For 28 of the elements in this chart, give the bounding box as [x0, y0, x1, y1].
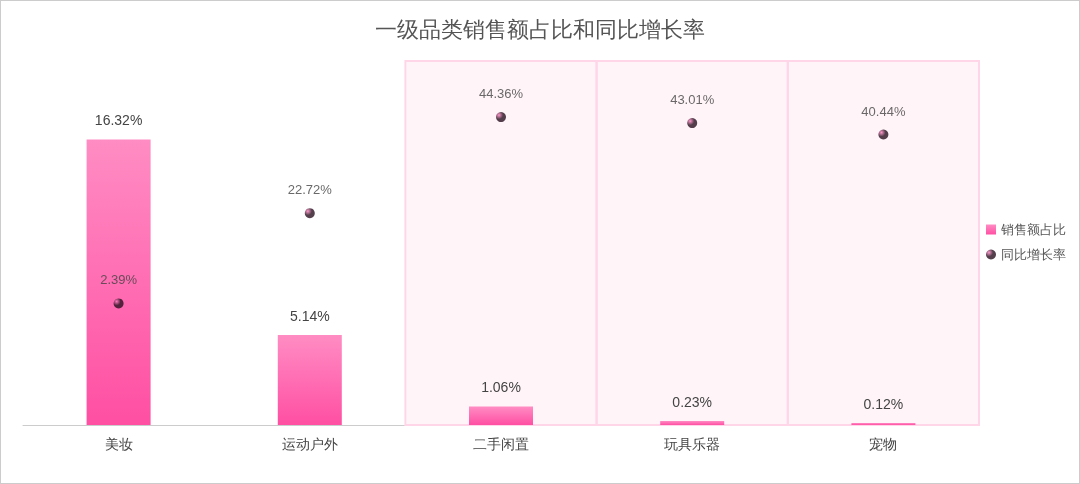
data-label: 0.12% [863, 395, 904, 412]
data-label: 0.23% [672, 393, 713, 410]
point [687, 118, 698, 129]
x-tick-label: 玩具乐器 [664, 436, 721, 452]
data-label: 40.44% [861, 103, 906, 119]
point [113, 298, 124, 309]
data-label: 44.36% [478, 86, 524, 102]
point [496, 112, 506, 123]
bar [277, 335, 342, 425]
data-label: 43.01% [670, 92, 715, 108]
point [878, 129, 889, 140]
bar [86, 139, 151, 425]
x-tick-label: 美妆 [104, 436, 133, 452]
data-label: 22.72% [287, 182, 333, 198]
bar [851, 422, 916, 425]
bar [660, 420, 725, 425]
bar [469, 406, 533, 425]
data-label: 5.14% [289, 308, 330, 325]
chart-title: 一级品类销售额占比和同比增长率 [375, 16, 705, 42]
data-label: 1.06% [481, 379, 521, 396]
data-label: 16.32% [94, 112, 143, 129]
point [304, 208, 315, 219]
x-tick-label: 运动户外 [281, 436, 338, 452]
x-tick-label: 二手闲置 [473, 436, 529, 452]
legend-label: 同比增长率 [1001, 247, 1066, 262]
x-tick-label: 宠物 [869, 436, 898, 452]
data-label: 2.39% [100, 272, 138, 288]
legend-label: 销售额占比 [1000, 222, 1066, 237]
